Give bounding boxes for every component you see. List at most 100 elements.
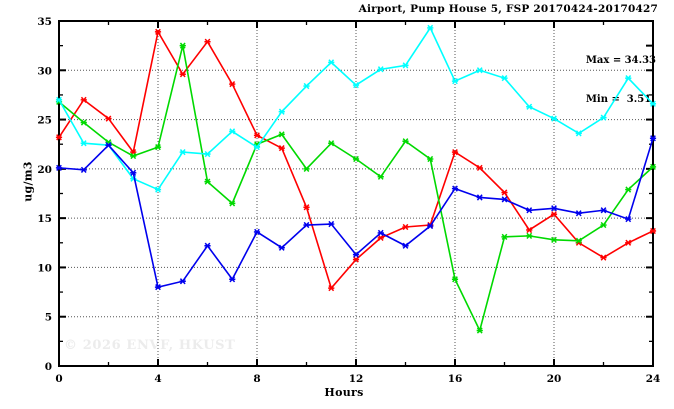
data-point bbox=[575, 237, 582, 244]
data-point bbox=[278, 131, 285, 138]
data-point bbox=[550, 115, 558, 122]
svg-text:0: 0 bbox=[55, 373, 62, 385]
data-point bbox=[377, 66, 384, 73]
data-point bbox=[204, 178, 211, 185]
data-point bbox=[154, 144, 162, 151]
data-point bbox=[550, 205, 558, 212]
data-point bbox=[402, 62, 409, 69]
svg-text:20: 20 bbox=[37, 164, 52, 176]
data-point bbox=[476, 194, 483, 201]
svg-text:30: 30 bbox=[37, 65, 52, 77]
data-point bbox=[625, 186, 632, 193]
data-point bbox=[179, 278, 186, 285]
data-point bbox=[451, 148, 459, 156]
svg-text:25: 25 bbox=[37, 115, 52, 127]
data-point bbox=[377, 234, 384, 241]
data-point bbox=[526, 226, 533, 234]
data-point bbox=[402, 138, 409, 145]
data-point bbox=[649, 227, 657, 235]
data-point bbox=[402, 223, 409, 231]
data-point bbox=[501, 75, 508, 82]
data-point bbox=[649, 135, 657, 142]
data-point bbox=[575, 210, 582, 217]
svg-text:10: 10 bbox=[37, 262, 52, 274]
data-point bbox=[204, 150, 211, 158]
data-point bbox=[625, 215, 632, 223]
data-point bbox=[253, 132, 261, 139]
data-point bbox=[179, 71, 186, 78]
data-point bbox=[179, 42, 186, 49]
data-point bbox=[55, 96, 63, 103]
data-point bbox=[328, 220, 335, 228]
data-point bbox=[501, 189, 508, 196]
data-point bbox=[303, 204, 310, 211]
data-point bbox=[476, 67, 483, 74]
data-point bbox=[130, 169, 137, 176]
data-point bbox=[328, 140, 335, 147]
svg-text:0: 0 bbox=[45, 361, 52, 373]
data-point bbox=[204, 38, 211, 45]
data-point bbox=[649, 100, 657, 107]
data-point bbox=[377, 229, 384, 237]
svg-text:20: 20 bbox=[547, 373, 562, 385]
svg-text:5: 5 bbox=[45, 312, 52, 324]
data-point bbox=[253, 228, 261, 236]
data-point bbox=[154, 28, 162, 35]
data-point bbox=[105, 115, 112, 122]
data-point bbox=[600, 207, 607, 214]
svg-text:35: 35 bbox=[37, 16, 52, 28]
data-point bbox=[80, 140, 87, 147]
data-point bbox=[253, 144, 261, 151]
svg-text:24: 24 bbox=[646, 373, 661, 385]
data-point bbox=[377, 173, 384, 180]
series-line bbox=[58, 45, 654, 333]
data-point bbox=[427, 24, 434, 32]
data-point bbox=[427, 222, 434, 230]
data-point bbox=[451, 185, 459, 192]
data-point bbox=[80, 119, 87, 126]
data-point bbox=[303, 82, 310, 90]
svg-text:16: 16 bbox=[448, 373, 463, 385]
data-point bbox=[328, 284, 335, 292]
data-point bbox=[204, 242, 211, 249]
data-point bbox=[427, 155, 434, 163]
x-axis-label: Hours bbox=[0, 386, 674, 399]
data-point bbox=[278, 108, 285, 115]
data-point bbox=[600, 254, 607, 261]
data-point bbox=[105, 142, 112, 149]
data-point bbox=[501, 233, 508, 241]
data-point bbox=[352, 155, 360, 163]
data-point bbox=[451, 276, 459, 283]
data-point bbox=[352, 251, 360, 258]
data-point bbox=[600, 221, 607, 229]
data-point bbox=[154, 186, 162, 193]
data-point bbox=[229, 80, 236, 88]
data-point bbox=[526, 103, 533, 110]
svg-text:12: 12 bbox=[349, 373, 364, 385]
data-point bbox=[625, 239, 632, 246]
data-point bbox=[451, 77, 459, 85]
data-point bbox=[55, 134, 63, 141]
data-point bbox=[303, 221, 310, 229]
data-point bbox=[303, 165, 310, 172]
data-point bbox=[625, 75, 632, 82]
data-point bbox=[600, 114, 607, 121]
data-point bbox=[476, 164, 483, 172]
data-point bbox=[229, 128, 236, 135]
x-axis-label-text: Hours bbox=[324, 386, 364, 399]
data-point bbox=[352, 256, 360, 263]
data-point bbox=[575, 130, 582, 137]
svg-text:8: 8 bbox=[253, 373, 260, 385]
data-point bbox=[526, 232, 533, 240]
data-point bbox=[179, 148, 186, 156]
data-point bbox=[130, 152, 137, 160]
data-point bbox=[328, 59, 335, 66]
svg-text:15: 15 bbox=[37, 213, 52, 225]
data-point bbox=[526, 207, 533, 214]
svg-text:4: 4 bbox=[154, 373, 161, 385]
data-point bbox=[476, 327, 483, 334]
data-point bbox=[278, 145, 285, 152]
data-point bbox=[649, 163, 657, 171]
